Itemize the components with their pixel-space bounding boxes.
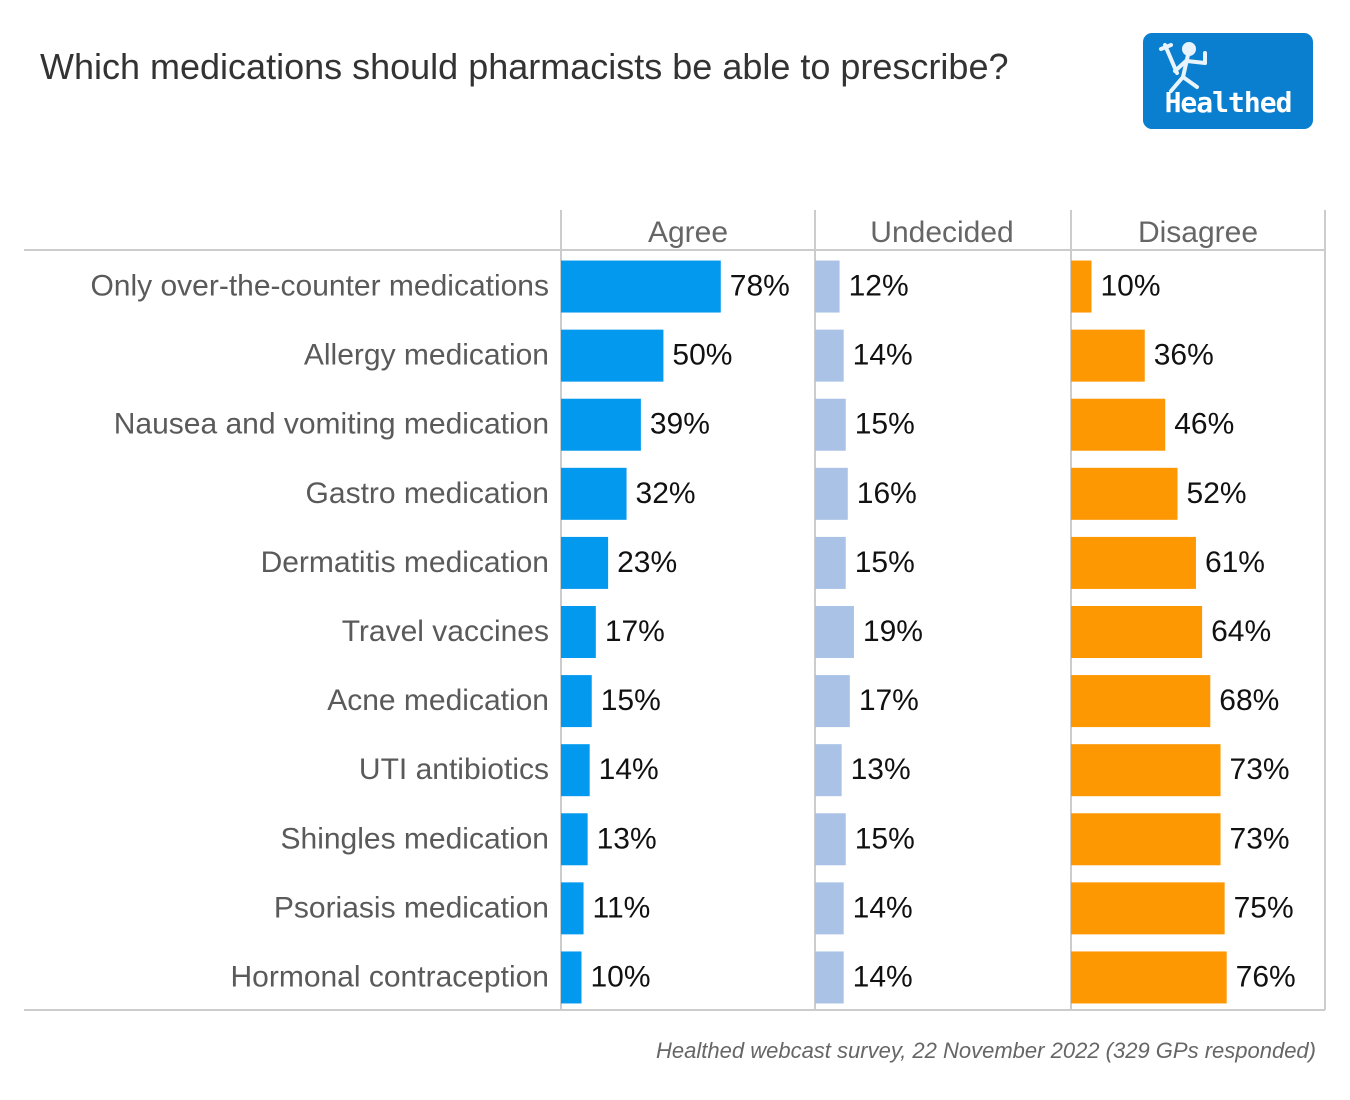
bar-undecided: [815, 744, 842, 797]
bars: [561, 260, 1227, 1004]
bar-disagree: [1071, 882, 1225, 935]
value-label-disagree: 76%: [1236, 960, 1296, 993]
bar-disagree: [1071, 260, 1092, 313]
value-label-undecided: 19%: [863, 615, 923, 648]
category-label: Only over-the-counter medications: [90, 270, 549, 303]
value-labels: 78% 50% 39% 32% 23% 17% 15% 14% 13% 11% 10% 12% 14% 1…: [590, 270, 1295, 994]
category-label: Nausea and vomiting medication: [114, 408, 549, 441]
bar-agree: [561, 813, 588, 866]
value-label-agree: 78%: [730, 270, 790, 303]
value-label-disagree: 61%: [1205, 546, 1265, 579]
bar-disagree: [1071, 536, 1196, 589]
logo-wordmark: Healthed: [1164, 86, 1293, 119]
value-label-agree: 17%: [605, 615, 665, 648]
bar-agree: [561, 882, 584, 935]
value-label-undecided: 13%: [851, 753, 911, 786]
bar-disagree: [1071, 951, 1227, 1004]
chart-title: Which medications should pharmacists be …: [40, 46, 1009, 87]
value-label-agree: 11%: [593, 891, 651, 924]
bar-disagree: [1071, 606, 1203, 658]
category-label: Psoriasis medication: [274, 891, 549, 924]
running-figure-icon: [1159, 42, 1207, 93]
category-label: Acne medication: [327, 684, 549, 717]
bar-undecided: [815, 882, 844, 935]
bar-disagree: [1071, 813, 1221, 866]
bar-agree: [561, 398, 641, 451]
value-label-undecided: 15%: [855, 546, 915, 579]
value-label-undecided: 14%: [853, 339, 913, 372]
value-label-disagree: 46%: [1174, 408, 1234, 441]
category-label: Shingles medication: [281, 822, 550, 855]
column-headers: Agree Undecided Disagree: [648, 216, 1258, 249]
bar-undecided: [815, 329, 844, 382]
value-label-agree: 23%: [617, 546, 677, 579]
category-label: Dermatitis medication: [261, 546, 549, 579]
bar-agree: [561, 606, 596, 658]
bar-undecided: [815, 606, 854, 658]
bar-agree: [561, 467, 627, 520]
category-label: Hormonal contraception: [230, 960, 549, 993]
source-note: Healthed webcast survey, 22 November 202…: [656, 1038, 1316, 1063]
bar-undecided: [815, 813, 846, 866]
column-header-agree: Agree: [648, 216, 728, 249]
value-label-undecided: 12%: [849, 270, 909, 303]
value-label-undecided: 17%: [859, 684, 919, 717]
column-header-disagree: Disagree: [1138, 216, 1258, 249]
value-label-disagree: 10%: [1100, 270, 1160, 303]
bar-disagree: [1071, 467, 1178, 520]
bar-undecided: [815, 398, 846, 451]
bar-agree: [561, 744, 590, 797]
value-label-disagree: 52%: [1187, 477, 1247, 510]
value-label-agree: 50%: [672, 339, 732, 372]
bar-disagree: [1071, 398, 1166, 451]
value-label-agree: 10%: [590, 960, 650, 993]
category-label: Allergy medication: [304, 339, 549, 372]
value-label-disagree: 36%: [1154, 339, 1214, 372]
bar-undecided: [815, 951, 844, 1004]
value-label-undecided: 15%: [855, 822, 915, 855]
bar-agree: [561, 951, 582, 1004]
bar-agree: [561, 675, 592, 728]
bar-disagree: [1071, 675, 1211, 728]
column-header-undecided: Undecided: [870, 216, 1013, 249]
value-label-agree: 14%: [599, 753, 659, 786]
value-label-undecided: 14%: [853, 960, 913, 993]
value-label-undecided: 16%: [857, 477, 917, 510]
value-label-disagree: 73%: [1230, 753, 1290, 786]
value-label-agree: 39%: [650, 408, 710, 441]
value-label-disagree: 64%: [1211, 615, 1271, 648]
bar-undecided: [815, 467, 848, 520]
bar-agree: [561, 536, 609, 589]
value-label-disagree: 75%: [1234, 891, 1294, 924]
value-label-undecided: 15%: [855, 408, 915, 441]
value-label-agree: 32%: [636, 477, 696, 510]
value-label-disagree: 73%: [1230, 822, 1290, 855]
value-label-undecided: 14%: [853, 891, 913, 924]
bar-agree: [561, 329, 664, 382]
category-label: Travel vaccines: [342, 615, 549, 648]
category-label: Gastro medication: [306, 477, 549, 510]
bar-disagree: [1071, 744, 1221, 797]
value-label-disagree: 68%: [1219, 684, 1279, 717]
category-labels: Only over-the-counter medications Allergy…: [90, 270, 549, 994]
bar-undecided: [815, 536, 846, 589]
value-label-agree: 15%: [601, 684, 661, 717]
healthed-logo: Healthed: [1143, 33, 1313, 129]
bar-undecided: [815, 675, 850, 728]
value-label-agree: 13%: [597, 822, 657, 855]
bar-disagree: [1071, 329, 1145, 382]
category-label: UTI antibiotics: [359, 753, 549, 786]
bar-undecided: [815, 260, 840, 313]
bar-agree: [561, 260, 721, 313]
